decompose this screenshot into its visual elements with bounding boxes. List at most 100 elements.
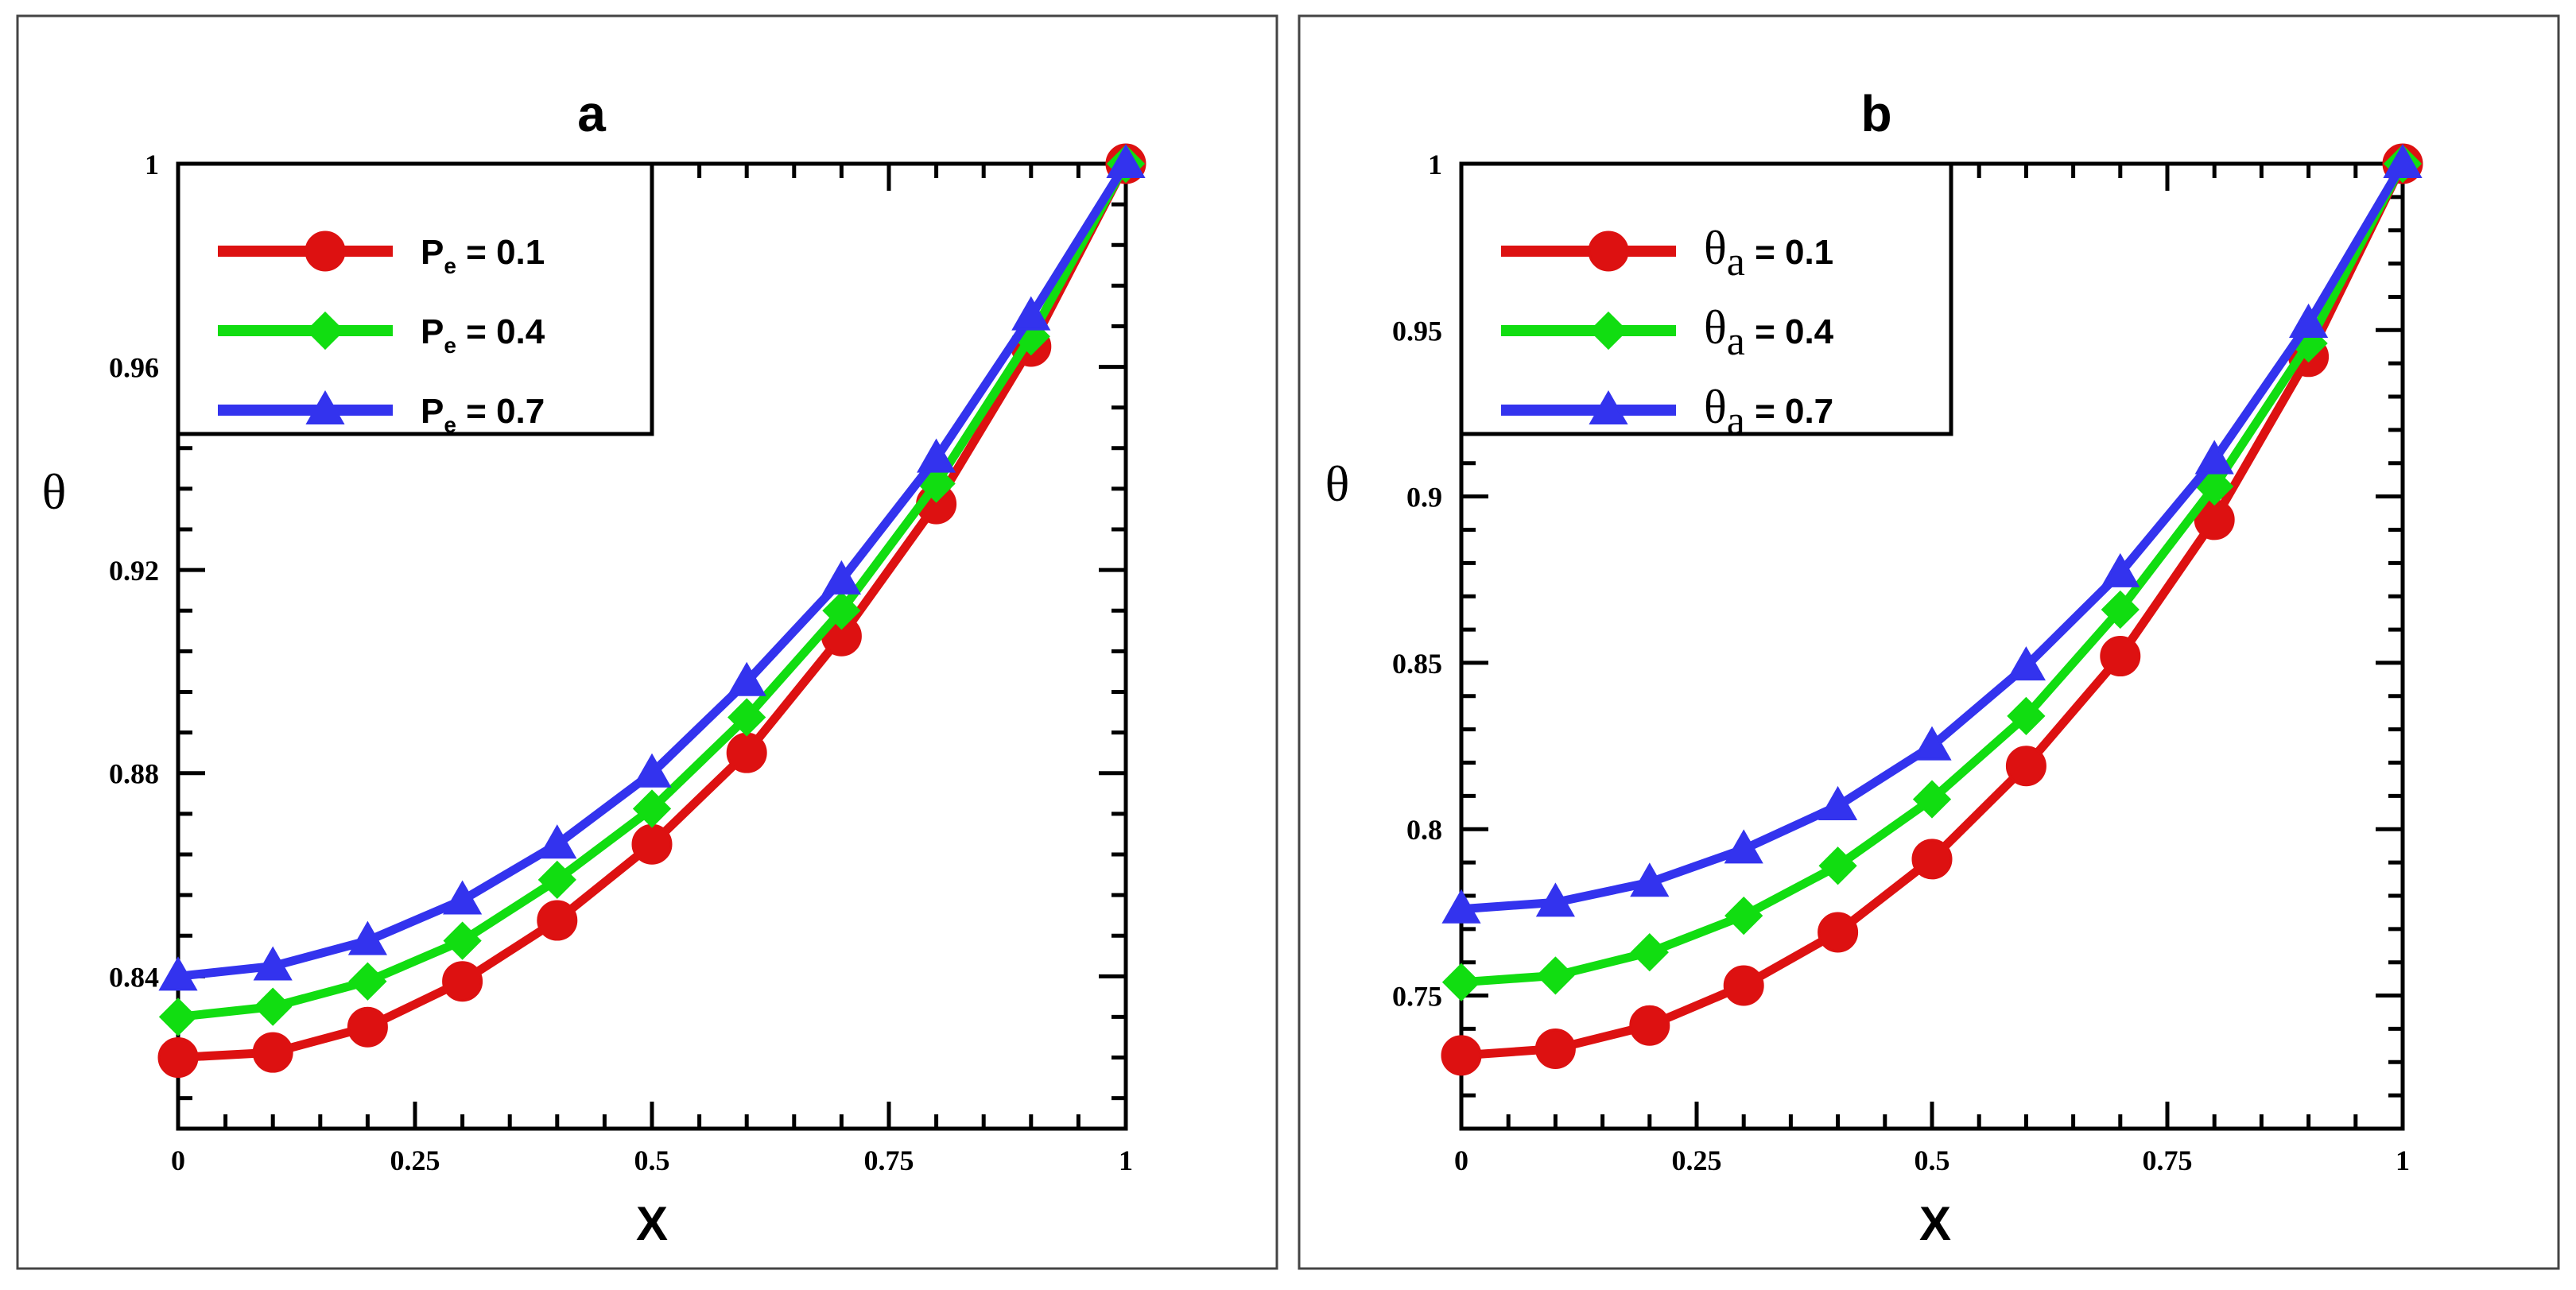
data-point [347,1006,388,1048]
x-tick-label: 0.75 [864,1145,914,1176]
x-axis-title: X [1919,1197,1951,1250]
legend-marker [1589,311,1628,351]
data-point [537,860,576,900]
legend-label: Pe = 0.1 [421,233,545,278]
data-point [1911,839,1953,880]
data-point [348,962,387,1001]
data-point [1106,143,1146,178]
data-point [821,560,861,595]
legend-label: θa = 0.7 [1704,381,1833,444]
data-point [443,921,482,960]
data-point [1630,862,1670,897]
data-point [158,998,198,1036]
legend: θa = 0.1 θa = 0.4 θa = 0.7 [1459,161,1953,444]
x-tick-label: 1 [1119,1145,1133,1176]
y-axis-title: θ [1325,455,1350,512]
x-tick-label: 0.5 [634,1145,670,1176]
series-3 [1441,143,2423,924]
y-tick-label: 0.95 [1392,315,1442,347]
data-point [2005,746,2046,787]
data-point [1723,965,1764,1006]
y-tick-label: 0.75 [1392,981,1442,1013]
data-point [1912,780,1952,819]
x-tick-label: 0.75 [2143,1145,2193,1176]
data-point [2101,590,2140,630]
data-point [1535,882,1575,917]
data-point [442,961,483,1002]
y-tick-label: 0.96 [109,352,159,384]
data-point [2101,552,2140,587]
y-tick-label: 1 [1428,149,1442,180]
x-tick-label: 1 [2396,1145,2410,1176]
data-point [253,946,293,981]
data-point [727,661,766,696]
x-axis-title: X [636,1197,668,1250]
legend-box [1459,161,1953,436]
x-tick-label: 0 [171,1145,185,1176]
data-point [443,880,483,915]
data-point [157,1037,199,1079]
legend-marker [1589,389,1628,424]
data-point [1536,956,1575,995]
legend-marker [305,230,346,272]
data-point [158,956,198,991]
y-tick-label: 1 [145,149,159,180]
y-tick-label: 0.84 [109,961,159,993]
legend-box [176,161,654,436]
data-point [347,920,387,955]
series-3 [158,143,1146,991]
data-point [1441,1035,1482,1076]
legend: Pe = 0.1 Pe = 0.4 Pe = 0.7 [176,161,654,437]
data-point [537,900,578,941]
data-point [1441,889,1481,924]
y-tick-label: 0.88 [109,758,159,790]
data-point [1818,785,1858,820]
legend-label: θa = 0.1 [1704,222,1833,285]
y-tick-label: 0.9 [1406,482,1442,513]
legend-label: Pe = 0.4 [421,312,545,358]
y-tick-label: 0.8 [1406,814,1442,846]
legend-label: θa = 0.4 [1704,301,1834,364]
legend-marker [305,311,345,351]
series-2 [158,144,1146,1036]
legend-marker [1588,230,1629,272]
x-tick-label: 0 [1454,1145,1468,1176]
data-point [252,1032,293,1073]
data-point [1629,1005,1670,1046]
data-point [2006,646,2046,681]
y-tick-label: 0.85 [1392,648,1442,680]
x-tick-label: 0.5 [1915,1145,1950,1176]
data-point [632,789,672,828]
data-point [2289,303,2329,338]
data-point [1011,296,1051,331]
data-point [1818,846,1857,885]
data-point [1441,963,1481,1001]
data-point [2100,636,2141,677]
data-point [1724,829,1763,864]
chart-title: b [1860,85,1891,142]
chart-title: a [577,85,606,142]
data-point [254,987,293,1026]
x-tick-label: 0.25 [390,1145,440,1176]
data-point [2383,143,2423,178]
data-point [1818,912,1859,953]
data-point [632,753,672,788]
data-point [1630,933,1669,972]
y-tick-label: 0.92 [109,555,159,587]
data-point [631,823,673,865]
data-point [537,824,577,859]
data-point [1724,896,1763,936]
data-point [2194,440,2234,475]
data-point [822,591,861,630]
data-point [1912,726,1952,761]
data-point [727,698,766,737]
data-point [2007,696,2046,736]
legend-label: Pe = 0.7 [421,392,545,437]
panel-a: 0 0.25 0.5 0.75 1 0.84 0.88 0.92 0.96 1 a Xθ Pe = 0.… [42,85,1146,1250]
legend-marker [305,389,345,424]
panel-b: 0 0.25 0.5 0.75 1 0.75 0.8 0.85 0.9 0.95 1 b Xθ θa = … [1325,85,2423,1250]
data-point [917,438,956,473]
y-axis-title: θ [42,463,67,520]
data-point [1534,1029,1576,1070]
